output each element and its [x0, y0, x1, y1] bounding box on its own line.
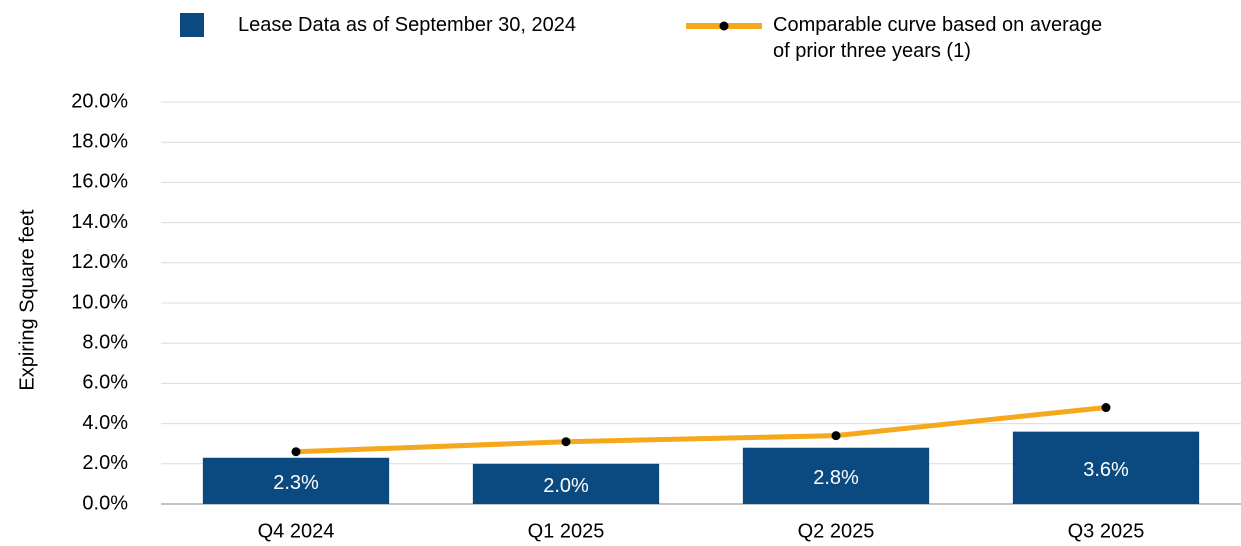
- legend-label: Comparable curve based on average of pri…: [773, 14, 1103, 62]
- y-tick-label: 2.0%: [82, 452, 128, 474]
- line: [295, 405, 1107, 455]
- data-label: 2.3%: [273, 472, 319, 494]
- data-label: 3.6%: [1083, 459, 1129, 481]
- x-tick-label: Q2 2025: [798, 520, 875, 542]
- y-tick-label: 20.0%: [71, 90, 128, 112]
- y-tick-label: 4.0%: [82, 412, 128, 434]
- y-tick-label: 6.0%: [82, 372, 128, 394]
- bar: [202, 457, 390, 504]
- y-tick-label: 0.0%: [82, 492, 128, 514]
- data-label: 2.0%: [543, 475, 589, 497]
- line-marker: [291, 447, 301, 457]
- legend-label: Lease Data as of September 30, 2024: [238, 14, 577, 36]
- x-tick-label: Q3 2025: [1068, 520, 1145, 542]
- line-marker: [831, 431, 841, 441]
- line-marker: [1101, 403, 1111, 413]
- x-tick-label: Q4 2024: [258, 520, 335, 542]
- line-marker: [561, 437, 571, 447]
- legend-swatch: [180, 13, 204, 37]
- x-tick-label: Q1 2025: [528, 520, 605, 542]
- y-tick-label: 18.0%: [71, 130, 128, 152]
- bar: [1012, 431, 1200, 504]
- data-label: 2.8%: [813, 467, 859, 489]
- y-axis-title: Expiring Square feet: [16, 209, 38, 391]
- bar: [742, 447, 930, 504]
- y-tick-label: 12.0%: [71, 251, 128, 273]
- y-tick-label: 14.0%: [71, 211, 128, 233]
- bar: [472, 463, 660, 504]
- y-tick-label: 8.0%: [82, 331, 128, 353]
- y-tick-label: 16.0%: [71, 171, 128, 193]
- y-tick-label: 10.0%: [71, 291, 128, 313]
